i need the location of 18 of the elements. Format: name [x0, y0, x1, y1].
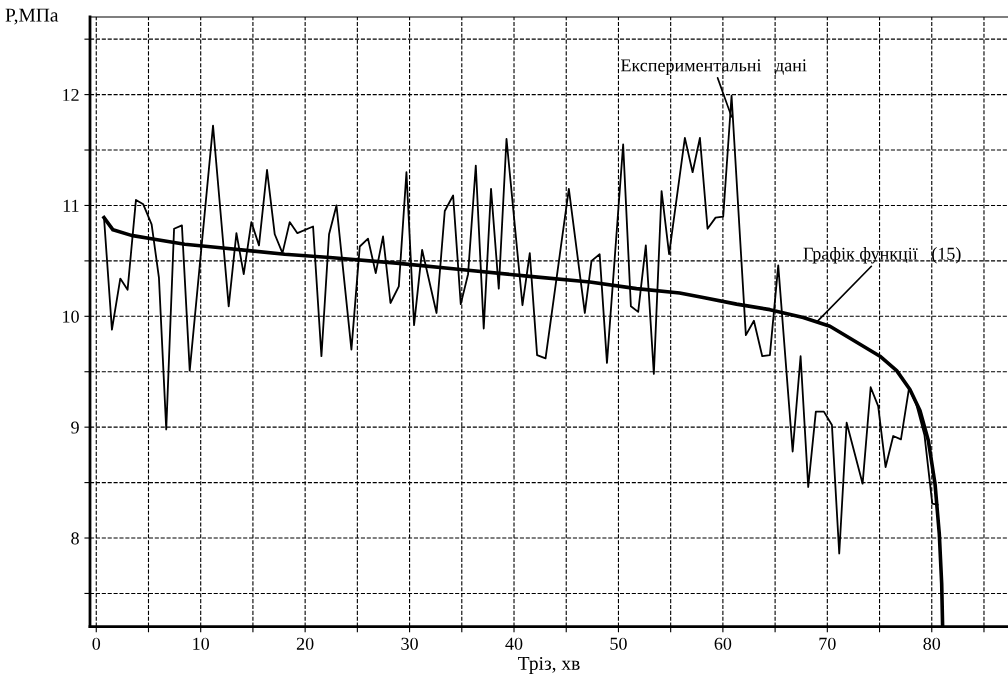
y-tick-label: 8 — [71, 532, 79, 545]
y-tick-label: 11 — [63, 199, 79, 212]
x-tick-label: 50 — [610, 637, 627, 650]
x-tick-label: 60 — [714, 637, 732, 650]
x-tick-label: 70 — [819, 637, 836, 650]
y-tick-label: 12 — [63, 88, 79, 101]
x-tick-label: 30 — [401, 637, 418, 650]
x-tick-label: 40 — [505, 637, 523, 650]
x-axis-title: Тріз, хв — [518, 656, 580, 674]
y-tick-label: 10 — [63, 310, 79, 323]
x-tick-label: 10 — [193, 637, 210, 650]
annotation: Експериментальні дані — [620, 59, 807, 76]
y-axis-title: P,МПа — [5, 8, 59, 25]
annotation: Графік функції (15) — [803, 247, 961, 264]
x-tick-label: 0 — [92, 637, 101, 650]
x-tick-label: 80 — [923, 637, 941, 650]
y-tick-label: 9 — [71, 421, 79, 434]
x-tick-label: 20 — [296, 637, 314, 650]
